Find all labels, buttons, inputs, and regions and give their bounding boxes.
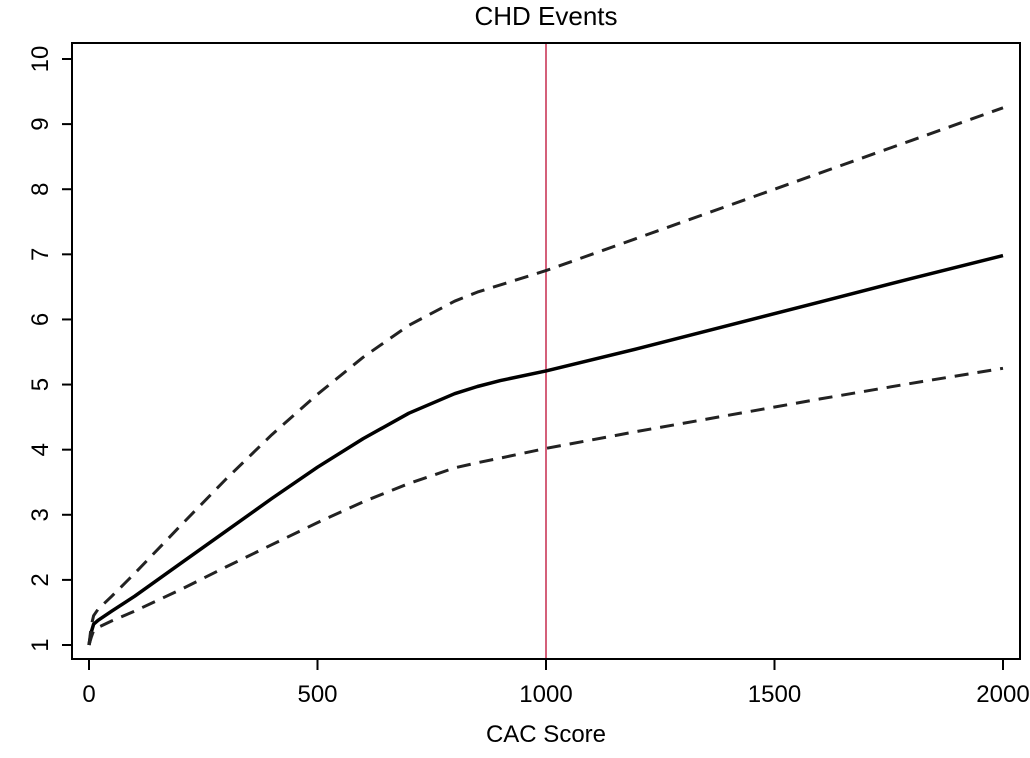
- x-tick-label: 500: [297, 681, 337, 708]
- x-axis-title: CAC Score: [486, 721, 606, 748]
- x-tick-label: 1000: [519, 681, 572, 708]
- x-tick-label: 0: [82, 681, 95, 708]
- y-tick-label: 7: [27, 248, 54, 261]
- x-axis: 0 500 1000 1500 2000: [82, 659, 1030, 708]
- y-tick-label: 1: [27, 638, 54, 651]
- y-tick-label: 3: [27, 508, 54, 521]
- chart-title: CHD Events: [474, 1, 617, 31]
- y-tick-label: 9: [27, 117, 54, 130]
- y-axis: 1 2 3 4 5 6 7 8 9 10: [27, 46, 72, 652]
- x-tick-label: 2000: [976, 681, 1029, 708]
- series-layer: [87, 106, 1004, 646]
- y-tick-label: 10: [27, 46, 54, 73]
- series-line-solid: [87, 253, 1004, 646]
- series-line-upper-dashed: [87, 106, 1004, 646]
- series-line-lower-dashed: [87, 366, 1004, 646]
- y-tick-label: 2: [27, 573, 54, 586]
- y-tick-label: 5: [27, 378, 54, 391]
- y-tick-label: 6: [27, 313, 54, 326]
- y-tick-label: 4: [27, 443, 54, 456]
- x-tick-label: 1500: [748, 681, 801, 708]
- y-tick-label: 8: [27, 183, 54, 196]
